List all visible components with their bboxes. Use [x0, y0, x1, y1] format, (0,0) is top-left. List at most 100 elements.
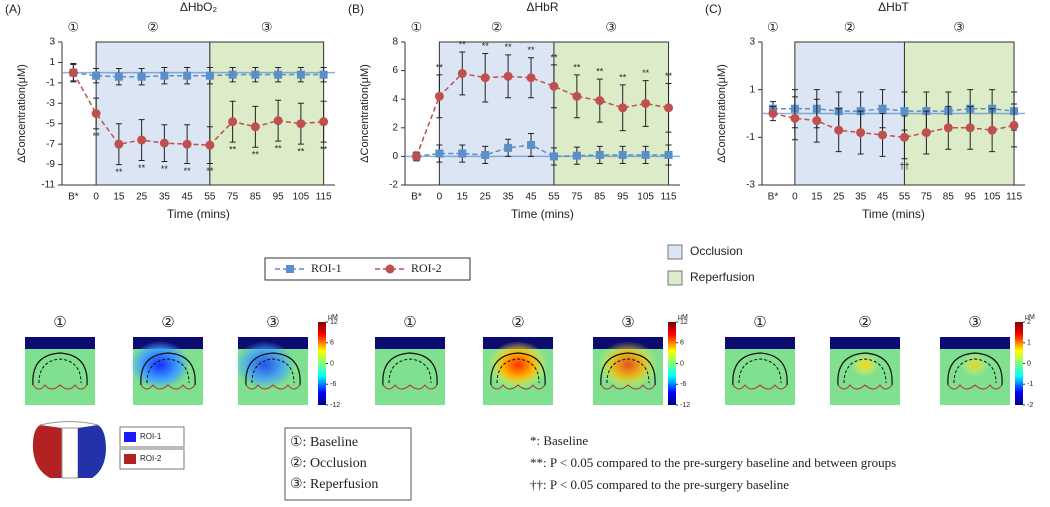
significance-mark: ** — [642, 68, 650, 78]
x-tick-label: 0 — [93, 192, 99, 203]
x-tick-label: 105 — [293, 192, 310, 203]
x-tick-label: B* — [411, 192, 422, 203]
y-tick-label: 1 — [49, 57, 55, 68]
heatmap-label: ① — [53, 314, 66, 331]
significance-mark: ** — [436, 62, 444, 72]
marker — [205, 140, 215, 150]
marker — [664, 103, 674, 113]
marker — [91, 109, 101, 118]
brain-lower — [732, 384, 788, 390]
heatmap-label: ③ — [621, 314, 634, 331]
heatmap-top — [830, 337, 900, 349]
brain-outline — [600, 352, 656, 386]
marker — [273, 116, 283, 126]
marker — [411, 151, 421, 161]
phase-key-item: ①: Baseline — [290, 435, 358, 450]
brain-lower — [490, 384, 546, 390]
brain-inner — [606, 358, 650, 384]
heatmap-blob — [851, 353, 879, 377]
y-tick-label: -3 — [746, 180, 755, 191]
heatmap-blob — [961, 353, 989, 377]
marker — [274, 70, 283, 79]
marker — [549, 81, 559, 91]
x-tick-label: 105 — [637, 192, 654, 203]
significance-mark: ** — [573, 62, 581, 72]
y-tick-label: 3 — [49, 37, 55, 48]
roi-label: ROI-2 — [140, 454, 162, 463]
phase-region — [438, 41, 555, 186]
phase-region — [553, 41, 670, 186]
heatmap — [483, 337, 553, 405]
marker — [480, 73, 490, 83]
colorbar — [318, 322, 326, 405]
colorbar-tick-label: -12 — [680, 402, 690, 409]
x-tick-label: 75 — [227, 192, 239, 203]
colorbar-unit: μM — [328, 314, 338, 321]
marker — [434, 91, 444, 101]
significance-mark: ** — [93, 131, 101, 141]
marker — [768, 109, 778, 118]
brain-outline — [32, 352, 88, 386]
x-tick-label: 15 — [811, 192, 823, 203]
roi-box — [119, 448, 185, 470]
x-tick-label: 45 — [877, 192, 889, 203]
brain-inner — [38, 358, 82, 384]
colorbar-tick-label: -6 — [680, 381, 686, 388]
x-tick-label: 45 — [525, 192, 537, 203]
phase-swatch — [667, 270, 683, 286]
phase-label: Reperfusion — [690, 270, 755, 284]
x-tick-label: 0 — [792, 192, 798, 203]
y-tick-label: 6 — [392, 65, 398, 76]
phase-swatch — [667, 244, 683, 260]
marker — [878, 104, 887, 113]
marker — [160, 71, 169, 80]
marker — [68, 68, 78, 78]
brain-outline — [732, 352, 788, 386]
significance-mark: ** — [297, 147, 305, 157]
brain-inner — [146, 358, 190, 384]
y-tick-label: 4 — [392, 94, 398, 105]
significance-mark: ** — [115, 167, 123, 177]
colorbar-tick-label: 0 — [330, 360, 334, 367]
x-tick-label: 95 — [273, 192, 285, 203]
panel-label: (C) — [705, 2, 722, 16]
x-tick-label: 25 — [480, 192, 492, 203]
x-tick-label: 55 — [899, 192, 911, 203]
marker — [251, 70, 260, 79]
brain-lower — [245, 384, 301, 390]
chart-title: ΔHbO₂ — [180, 0, 218, 14]
colorbar-tick-label: 12 — [680, 319, 688, 326]
colorbar — [668, 322, 676, 405]
y-axis-label: ΔConcentration(μM) — [359, 64, 371, 163]
colorbar-tick-label: -12 — [330, 402, 340, 409]
y-tick-label: -1 — [46, 77, 55, 88]
colorbar-tick-label: -1 — [1027, 381, 1033, 388]
x-tick-label: 95 — [965, 192, 977, 203]
colorbar-tick-label: 2 — [1027, 319, 1031, 326]
x-tick-label: 35 — [503, 192, 515, 203]
brain-lower — [947, 384, 1003, 390]
marker — [504, 143, 513, 152]
y-tick-label: -5 — [46, 118, 55, 129]
brain-outline — [382, 352, 438, 386]
significance-mark: ** — [252, 150, 260, 160]
marker — [527, 140, 536, 149]
brain-lower — [382, 384, 438, 390]
marker — [137, 72, 146, 81]
colorbar-tick-label: 0 — [1027, 360, 1031, 367]
x-tick-label: 85 — [250, 192, 262, 203]
y-tick-label: -11 — [41, 180, 55, 191]
significance-mark: ** — [665, 71, 673, 81]
x-tick-label: 95 — [617, 192, 629, 203]
marker — [319, 70, 328, 79]
roi-swatch — [124, 454, 136, 464]
marker — [549, 152, 558, 161]
note: ††: P < 0.05 compared to the pre-surgery… — [530, 477, 789, 492]
legend-label: ROI-2 — [411, 261, 442, 275]
brain-outline — [245, 352, 301, 386]
heatmap — [725, 337, 795, 405]
y-axis-label: ΔConcentration(μM) — [716, 64, 728, 163]
x-tick-label: 115 — [316, 192, 332, 203]
marker — [618, 150, 627, 159]
x-tick-label: 15 — [113, 192, 125, 203]
